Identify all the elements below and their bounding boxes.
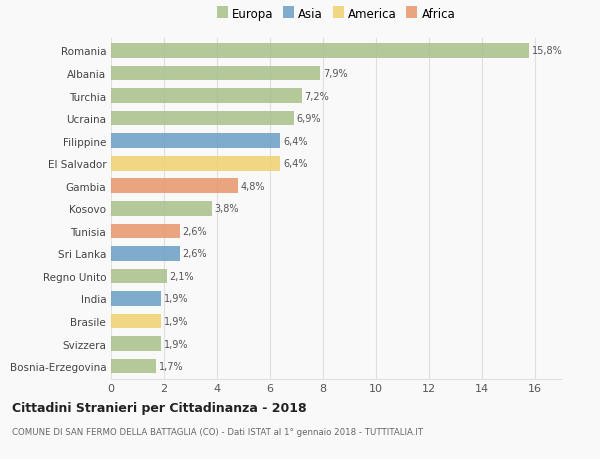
Text: 6,9%: 6,9%	[296, 114, 321, 124]
Text: Cittadini Stranieri per Cittadinanza - 2018: Cittadini Stranieri per Cittadinanza - 2…	[12, 401, 307, 414]
Text: 7,2%: 7,2%	[304, 91, 329, 101]
Text: 1,9%: 1,9%	[164, 294, 188, 304]
Bar	[111, 269, 167, 284]
Bar	[111, 89, 302, 104]
Bar	[111, 314, 161, 329]
Text: 1,9%: 1,9%	[164, 316, 188, 326]
Text: 7,9%: 7,9%	[323, 69, 347, 79]
Text: COMUNE DI SAN FERMO DELLA BATTAGLIA (CO) - Dati ISTAT al 1° gennaio 2018 - TUTTI: COMUNE DI SAN FERMO DELLA BATTAGLIA (CO)…	[12, 427, 423, 436]
Bar	[111, 67, 320, 81]
Text: 2,6%: 2,6%	[182, 226, 207, 236]
Text: 1,9%: 1,9%	[164, 339, 188, 349]
Bar	[111, 134, 280, 149]
Text: 6,4%: 6,4%	[283, 136, 308, 146]
Bar	[111, 291, 161, 306]
Bar	[111, 202, 212, 216]
Bar	[111, 246, 180, 261]
Text: 3,8%: 3,8%	[214, 204, 239, 214]
Text: 2,1%: 2,1%	[169, 271, 194, 281]
Bar	[111, 359, 156, 374]
Bar	[111, 157, 280, 171]
Legend: Europa, Asia, America, Africa: Europa, Asia, America, Africa	[213, 4, 459, 24]
Text: 4,8%: 4,8%	[241, 181, 265, 191]
Bar	[111, 179, 238, 194]
Bar	[111, 44, 529, 59]
Text: 1,7%: 1,7%	[158, 361, 183, 371]
Bar	[111, 336, 161, 351]
Text: 6,4%: 6,4%	[283, 159, 308, 169]
Text: 2,6%: 2,6%	[182, 249, 207, 259]
Bar	[111, 224, 180, 239]
Text: 15,8%: 15,8%	[532, 46, 563, 56]
Bar	[111, 112, 293, 126]
